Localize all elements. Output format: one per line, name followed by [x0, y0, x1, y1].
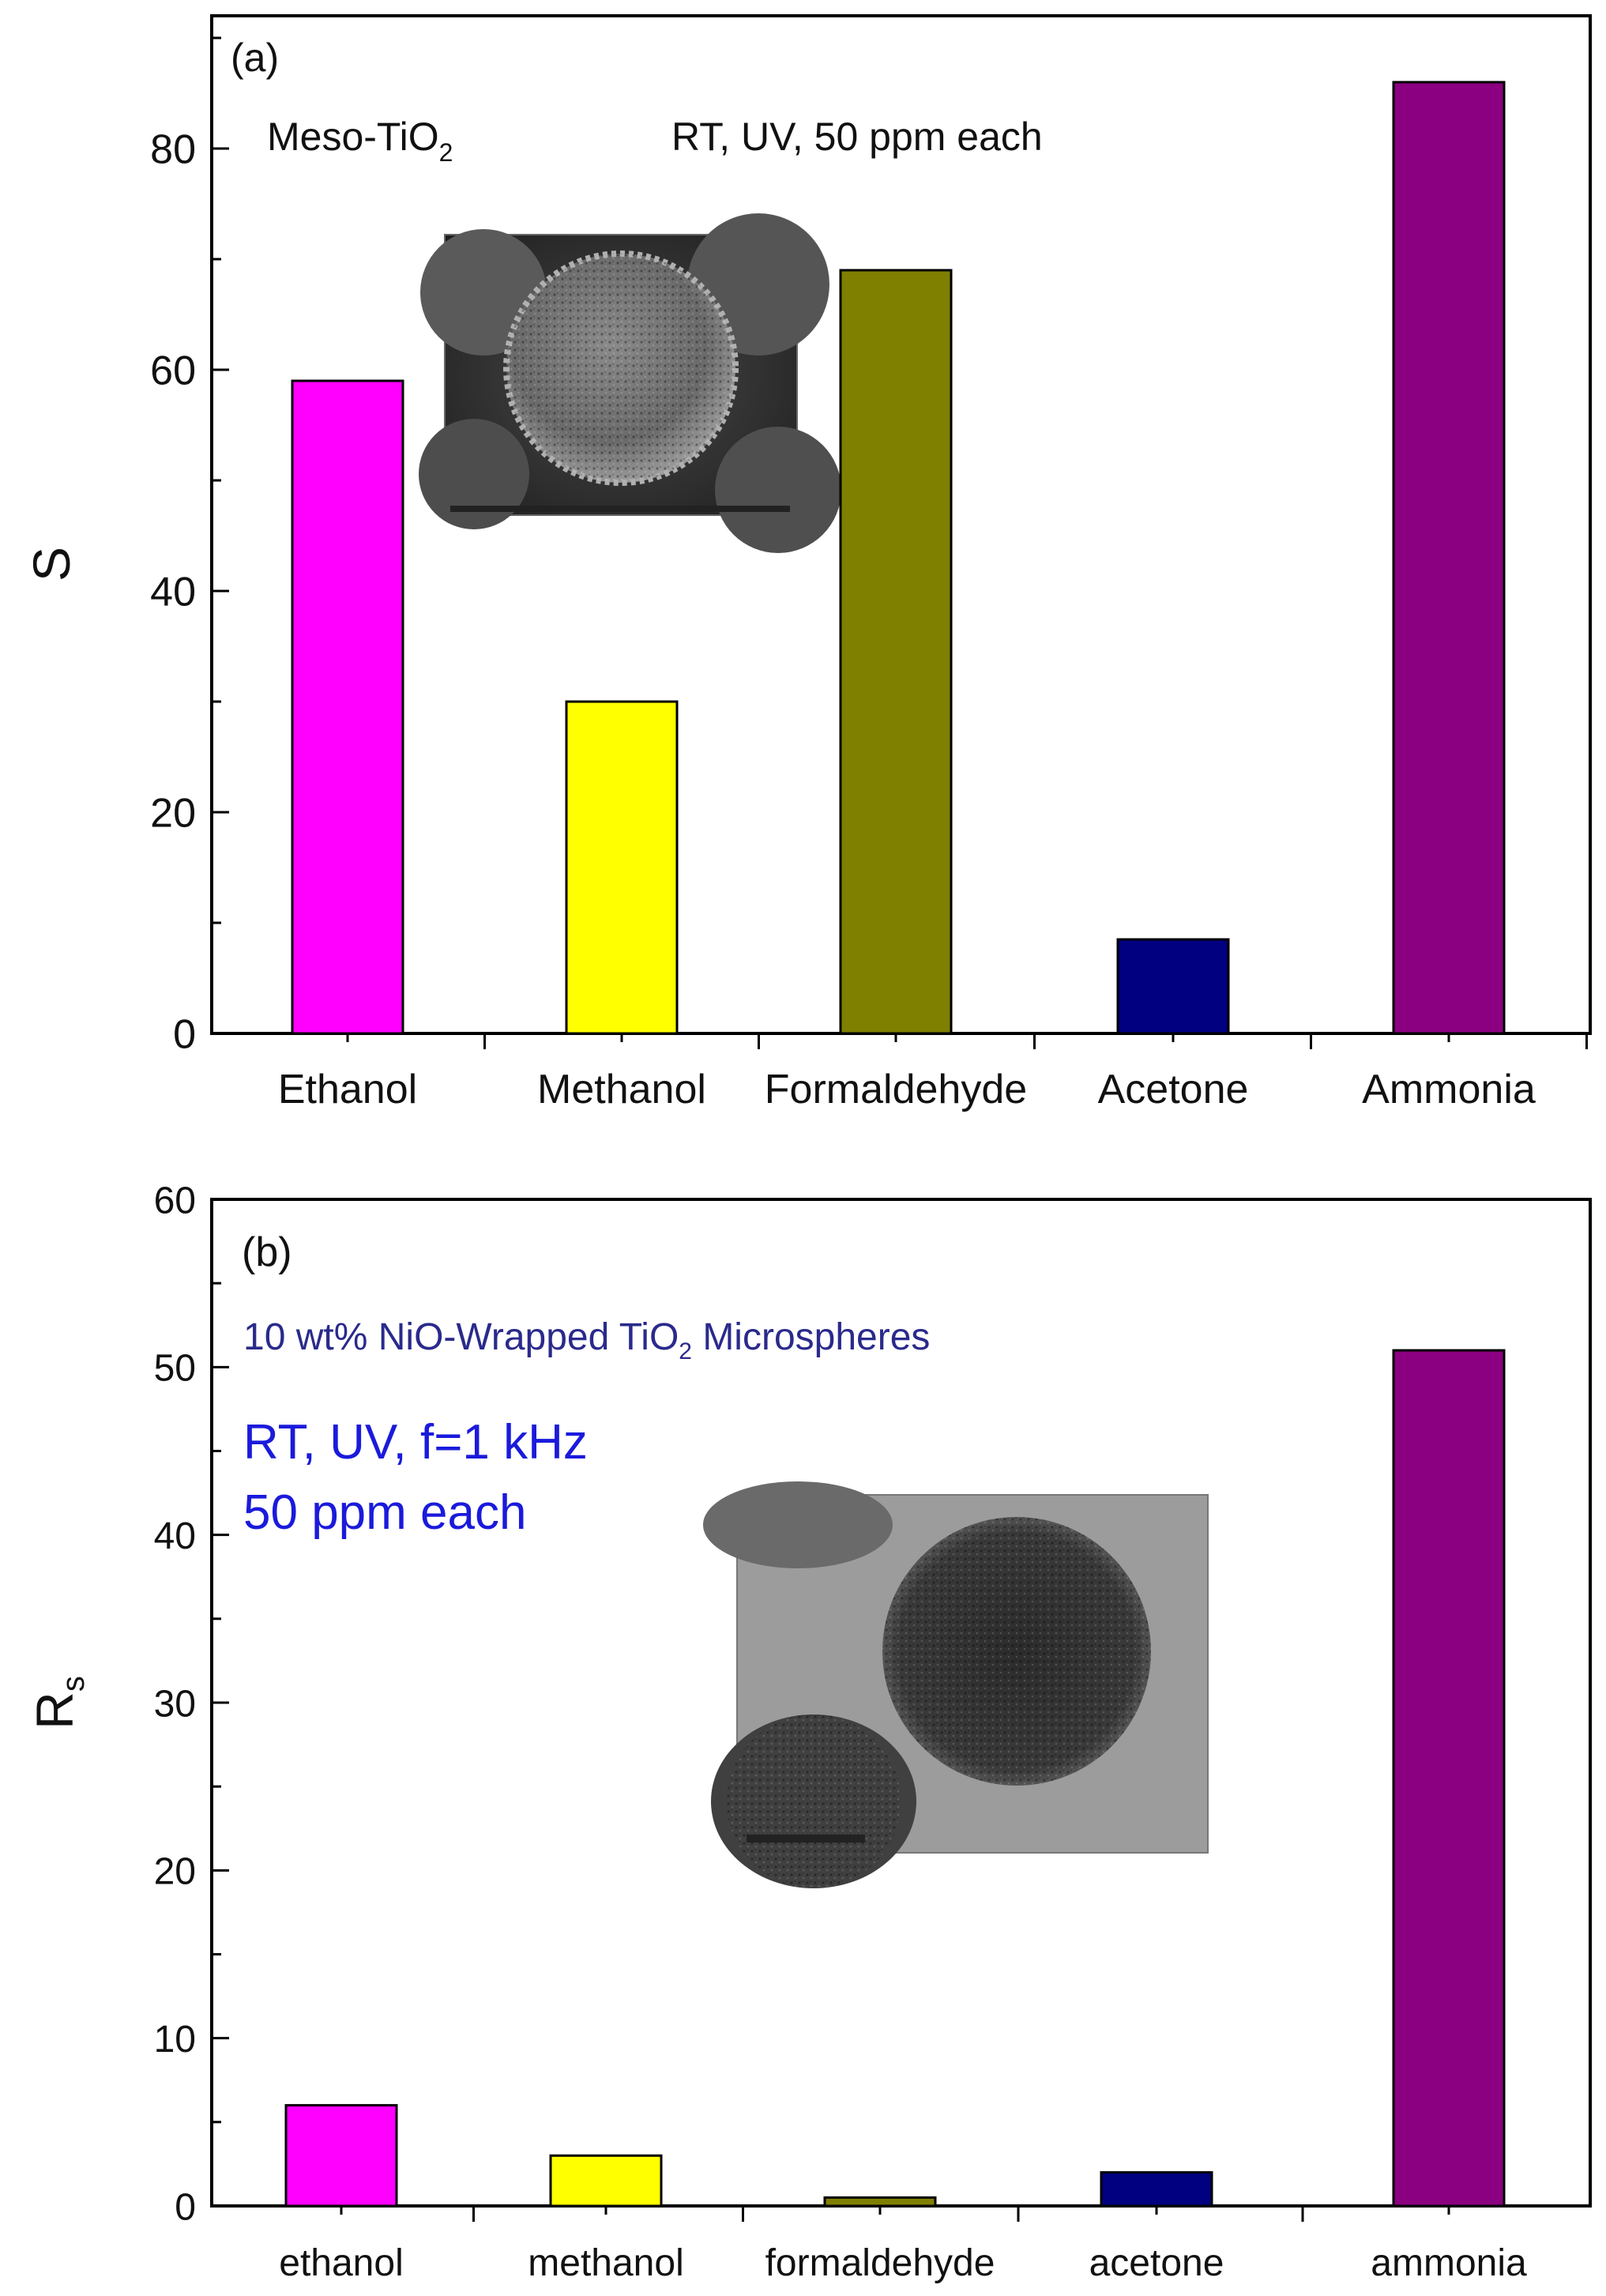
bar-b-formaldehyde — [823, 2196, 937, 2208]
bars-a — [291, 81, 1506, 1035]
bar-a-ammonia — [1392, 81, 1506, 1035]
x-tick-label-a-formaldehyde: Formaldehyde — [765, 1067, 1027, 1112]
panel-b: 0 10 20 30 40 50 60 ethanol methanol formaldehyd… — [25, 1180, 1592, 2284]
x-tick-label-a-ammonia: Ammonia — [1362, 1067, 1536, 1112]
y-tick-label-a: 60 — [150, 348, 196, 394]
x-axis-ticks-b: ethanol methanol formaldehyde acetone ammoni… — [279, 2206, 1527, 2284]
y-tick-label-a: 20 — [150, 791, 196, 837]
x-tick-label-b-formaldehyde: formaldehyde — [765, 2242, 995, 2284]
y-tick-label-b: 50 — [154, 1348, 196, 1390]
y-tick-label-a: 40 — [150, 570, 196, 615]
panel-label-a: (a) — [231, 36, 279, 80]
y-tick-label-b: 40 — [154, 1515, 196, 1557]
y-axis-ticks-a: 0 20 40 60 80 — [150, 36, 229, 1058]
y-tick-label-b: 0 — [175, 2186, 196, 2228]
bar-a-acetone — [1116, 938, 1230, 1035]
y-tick-label-b: 30 — [154, 1683, 196, 1725]
bars-b — [284, 1349, 1506, 2208]
inset-tem-image — [703, 1481, 1209, 1888]
bar-b-ammonia — [1392, 1349, 1506, 2208]
x-tick-label-b-ethanol: ethanol — [279, 2242, 403, 2284]
y-tick-label-a: 0 — [173, 1012, 196, 1058]
x-tick-label-b-methanol: methanol — [528, 2242, 683, 2284]
inset-sem-image — [419, 213, 841, 553]
annotation-a-material: Meso-TiO2 — [267, 115, 453, 167]
bar-a-ethanol — [291, 379, 404, 1035]
y-tick-label-a: 80 — [150, 127, 196, 173]
y-axis-label-a: S — [22, 547, 81, 582]
bar-b-ethanol — [284, 2104, 398, 2208]
x-tick-label-a-ethanol: Ethanol — [278, 1067, 417, 1112]
x-axis-ticks-a: Ethanol Methanol Formaldehyde Acetone Ammoni… — [278, 1033, 1588, 1112]
annotation-b-material-text: 10 wt% NiO-Wrapped TiO — [243, 1316, 679, 1358]
y-tick-label-b: 20 — [154, 1851, 196, 1893]
x-tick-label-b-acetone: acetone — [1089, 2242, 1224, 2284]
plot-area-a: 0 20 40 60 80 Ethanol Methanol Formaldehyde Ace… — [150, 14, 1592, 1112]
annotation-a-material-text: Meso-TiO — [267, 115, 439, 159]
y-tick-label-b: 60 — [154, 1180, 196, 1221]
plot-area-b: 0 10 20 30 40 50 60 ethanol methanol formaldehyd… — [154, 1180, 1592, 2284]
annotation-b-material: 10 wt% NiO-Wrapped TiO2 Microspheres — [243, 1316, 930, 1364]
bar-b-acetone — [1100, 2171, 1213, 2208]
bar-a-formaldehyde — [839, 269, 953, 1035]
y-axis-ticks-b: 0 10 20 30 40 50 60 — [154, 1180, 229, 2228]
panel-label-b: (b) — [242, 1229, 292, 1275]
y-axis-label-b: Rs — [25, 1676, 91, 1730]
annotation-b-conditions: RT, UV, f=1 kHz — [243, 1415, 588, 1470]
annotation-b-material-after: Microspheres — [692, 1316, 930, 1358]
annotation-b-concentration: 50 ppm each — [243, 1485, 526, 1540]
panel-a: 0 20 40 60 80 Ethanol Methanol Formaldehyde Ace… — [22, 14, 1592, 1112]
x-tick-label-a-methanol: Methanol — [537, 1067, 706, 1112]
annotation-a-conditions: RT, UV, 50 ppm each — [671, 115, 1043, 159]
x-tick-label-a-acetone: Acetone — [1098, 1067, 1249, 1112]
annotation-a-material-sub: 2 — [439, 138, 453, 167]
bar-a-methanol — [565, 700, 679, 1035]
bar-b-methanol — [549, 2154, 663, 2208]
y-tick-label-b: 10 — [154, 2019, 196, 2061]
x-tick-label-b-ammonia: ammonia — [1371, 2242, 1527, 2284]
annotation-b-material-sub: 2 — [679, 1338, 692, 1364]
